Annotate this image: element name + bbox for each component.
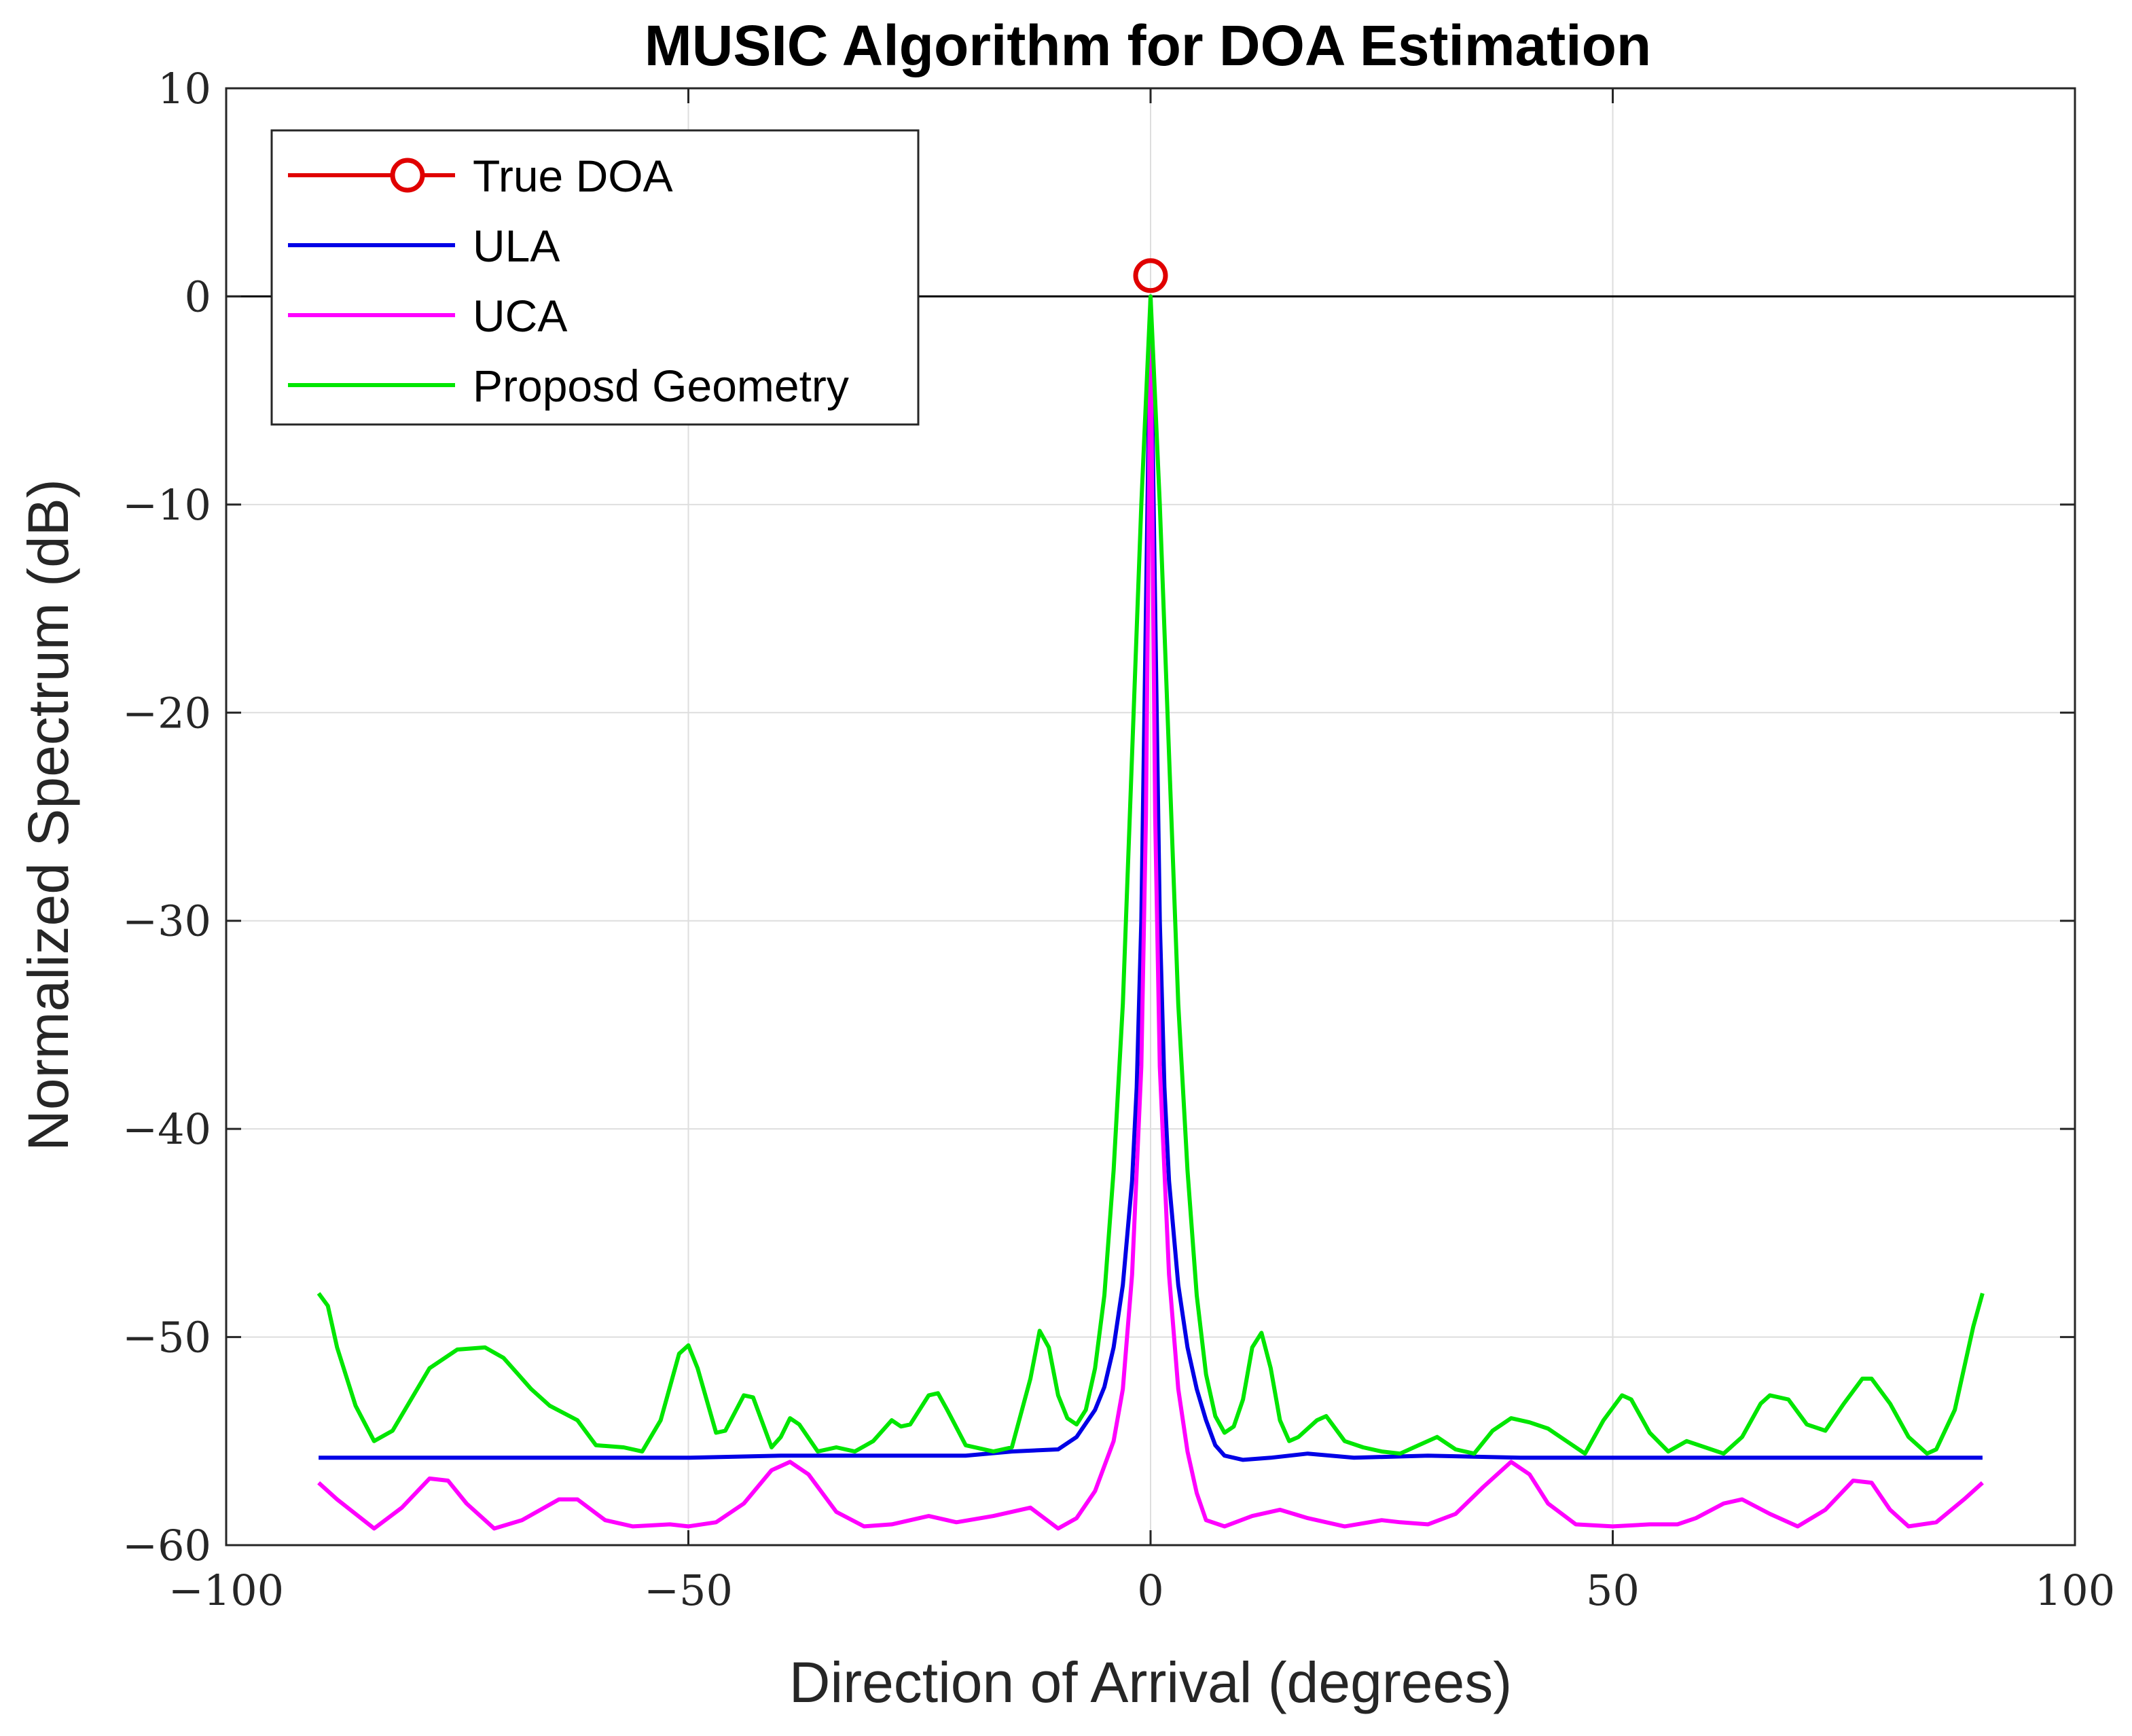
y-tick-label: −50 [122,1313,211,1362]
legend-label-2: UCA [473,291,567,341]
y-tick-label: −10 [122,480,211,530]
legend-items: True DOA ULA UCA Proposd Geometry [288,151,849,411]
true-doa-marker [1133,258,1168,293]
chart-title: MUSIC Algorithm for DOA Estimation [645,14,1651,77]
legend-box [270,129,920,426]
y-tick-label: −40 [122,1104,211,1154]
x-axis-label: Direction of Arrival (degrees) [789,1650,1512,1714]
legend-label-0: True DOA [473,151,673,201]
y-tick-label: 0 [185,272,211,321]
x-tick-label: −100 [168,1566,284,1615]
y-tick-label: 10 [158,64,211,113]
legend: True DOA ULA UCA Proposd Geometry [270,129,920,426]
series-line-2 [317,315,1984,1531]
legend-marker-0 [390,158,425,193]
y-axis-label: Normalized Spectrum (dB) [16,479,80,1151]
legend-label-3: Proposd Geometry [473,361,849,411]
y-tick-label: −60 [122,1521,211,1570]
y-tick-label: −20 [122,688,211,738]
series-line-3 [317,294,1985,1456]
series-line-1 [319,294,1983,1462]
x-tick-label: 0 [1137,1566,1163,1615]
y-tick-label: −30 [122,897,211,946]
legend-label-1: ULA [473,221,560,271]
x-tick-label: 100 [2035,1566,2115,1615]
plot-area [226,258,2075,1531]
x-tick-label: −50 [644,1566,733,1615]
x-tick-label: 50 [1586,1566,1640,1615]
